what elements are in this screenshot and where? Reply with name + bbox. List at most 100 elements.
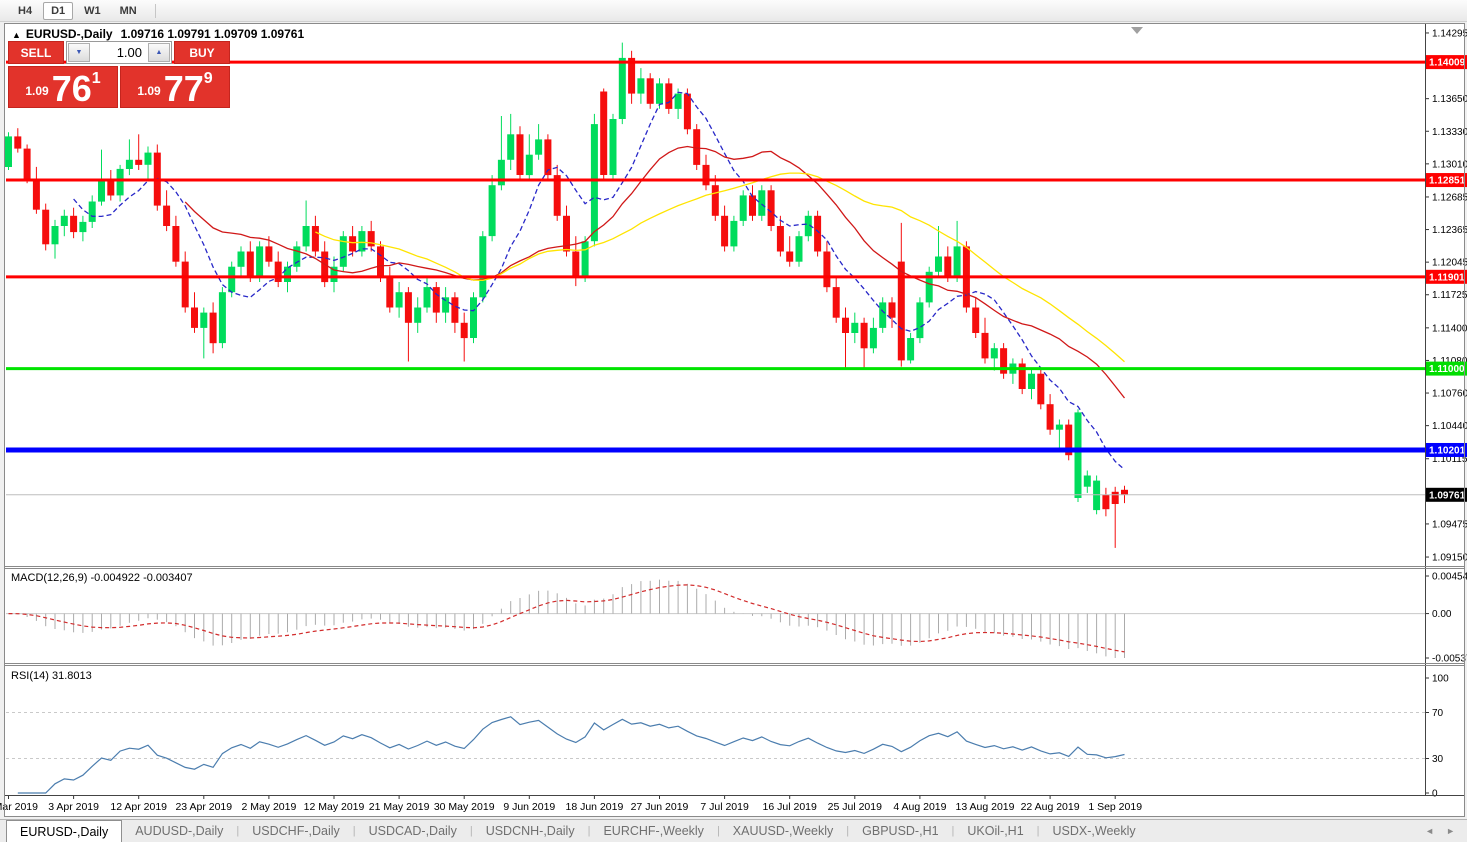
triangle-up-icon: ▲ <box>155 49 163 56</box>
date-tick-label: 21 May 2019 <box>369 801 430 813</box>
ma-fast-line <box>73 91 1125 471</box>
candle <box>535 139 543 155</box>
candle <box>721 215 729 247</box>
chart-frame-lines <box>4 23 1465 817</box>
date-tick-label: 13 Aug 2019 <box>956 801 1015 813</box>
candle <box>60 215 68 226</box>
candle <box>32 179 40 210</box>
candle <box>832 287 840 318</box>
toolbar-separator <box>154 3 156 18</box>
candle <box>944 256 952 277</box>
macd-axis-label: -0.005373 <box>1432 654 1467 665</box>
candle <box>1093 480 1101 511</box>
macd-axis-label: 0.004544 <box>1432 572 1467 583</box>
levels-layer: 1.140091.128511.119011.110001.102011.097… <box>6 55 1467 502</box>
level-price-label-bg <box>1426 173 1467 188</box>
candle <box>1055 424 1063 430</box>
timeframe-button-w1[interactable]: W1 <box>84 4 101 17</box>
price-tick-label: 1.11725 <box>1432 290 1467 301</box>
candle <box>618 57 626 119</box>
sell-button[interactable]: SELL <box>8 41 64 64</box>
date-tick-label: 2 May 2019 <box>241 801 296 813</box>
price-tick-label: 1.09475 <box>1432 519 1467 530</box>
level-price-label: 1.09761 <box>1429 490 1466 501</box>
volume-increase-button[interactable]: ▲ <box>148 43 170 62</box>
candle <box>683 93 691 130</box>
candle <box>144 152 152 165</box>
candle <box>5 136 12 167</box>
tab-separator: | <box>236 825 240 837</box>
tab-ukoil-h1[interactable]: UKOil-,H1 <box>967 824 1024 838</box>
date-tick-label: 23 Apr 2019 <box>175 801 232 813</box>
candle <box>776 226 784 252</box>
chart-shift-marker-icon[interactable] <box>1131 27 1143 34</box>
price-tick-label: 1.14295 <box>1432 28 1467 39</box>
volume-decrease-button[interactable]: ▼ <box>68 43 90 62</box>
macd-signal-line <box>8 584 1125 653</box>
candle <box>907 338 915 361</box>
buy-button[interactable]: BUY <box>174 41 230 64</box>
candle <box>432 287 440 313</box>
collapse-triangle-icon[interactable]: ▲ <box>12 30 21 40</box>
candle <box>349 236 357 252</box>
price-tick-label: 1.10115 <box>1432 454 1467 465</box>
chart-tabs: EURUSD-,Daily AUDUSD-,Daily | USDCHF-,Daily… <box>6 819 1149 842</box>
candle <box>786 251 794 262</box>
date-tick-label: 4 Aug 2019 <box>893 801 946 813</box>
tab-eurusd-daily[interactable]: EURUSD-,Daily <box>6 819 123 842</box>
candle <box>88 201 96 222</box>
date-tick-label: 25 Jul 2019 <box>828 801 882 813</box>
candle <box>256 246 264 277</box>
candle <box>479 236 487 298</box>
date-tick-label: 27 Jun 2019 <box>631 801 689 813</box>
candle <box>51 226 59 245</box>
date-tick-label: 30 May 2019 <box>434 801 495 813</box>
volume-value[interactable]: 1.00 <box>116 45 142 60</box>
timeframe-button-h4[interactable]: H4 <box>18 4 33 17</box>
candle <box>1083 475 1091 487</box>
tab-eurchf-weekly[interactable]: EURCHF-,Weekly <box>603 824 704 838</box>
candle <box>609 119 617 175</box>
candle <box>330 266 338 282</box>
price-tick-label: 1.13650 <box>1432 94 1467 105</box>
timeframe-toolbar: H4 D1 W1 MN <box>0 0 1467 22</box>
tabs-scroll-right-icon[interactable]: ► <box>1446 826 1455 836</box>
candle <box>637 78 645 94</box>
candle <box>814 215 822 252</box>
candle <box>172 226 180 262</box>
tab-usdx-weekly[interactable]: USDX-,Weekly <box>1052 824 1136 838</box>
candle <box>488 185 496 237</box>
candle <box>767 190 775 226</box>
price-tick-label: 1.10440 <box>1432 421 1467 432</box>
candle <box>525 154 533 176</box>
candle <box>377 246 384 277</box>
candle <box>600 91 608 175</box>
macd-indicator-label: MACD(12,26,9) -0.004922 -0.003407 <box>11 572 193 584</box>
tab-audusd-daily[interactable]: AUDUSD-,Daily <box>135 824 224 838</box>
candle <box>730 220 738 247</box>
chart-canvas[interactable]: 1.142951.139751.136501.133301.130101.126… <box>0 22 1467 819</box>
price-tick-label: 1.12365 <box>1432 225 1467 236</box>
candle <box>1037 373 1045 405</box>
tab-usdcad-daily[interactable]: USDCAD-,Daily <box>368 824 457 838</box>
tab-usdcnh-daily[interactable]: USDCNH-,Daily <box>485 824 575 838</box>
candle <box>1111 491 1119 504</box>
timeframe-button-mn[interactable]: MN <box>119 4 137 17</box>
moving-averages-layer <box>73 91 1126 471</box>
buy-price-big-digits: 77 <box>163 68 204 109</box>
date-tick-label: 25 Mar 2019 <box>0 801 38 813</box>
candle <box>981 332 989 359</box>
candle <box>470 297 477 338</box>
buy-price-display[interactable]: 1.09 77 9 <box>120 66 230 108</box>
candle <box>507 134 515 160</box>
sell-price-display[interactable]: 1.09 76 1 <box>8 66 118 108</box>
candle <box>935 256 942 272</box>
tabs-scroll-left-icon[interactable]: ◄ <box>1425 826 1435 836</box>
candle <box>628 57 636 94</box>
tab-usdchf-daily[interactable]: USDCHF-,Daily <box>252 824 340 838</box>
candle <box>739 195 747 221</box>
tab-gbpusd-h1[interactable]: GBPUSD-,H1 <box>862 824 939 838</box>
tab-xauusd-weekly[interactable]: XAUUSD-,Weekly <box>732 824 834 838</box>
timeframe-button-d1[interactable]: D1 <box>43 1 74 20</box>
